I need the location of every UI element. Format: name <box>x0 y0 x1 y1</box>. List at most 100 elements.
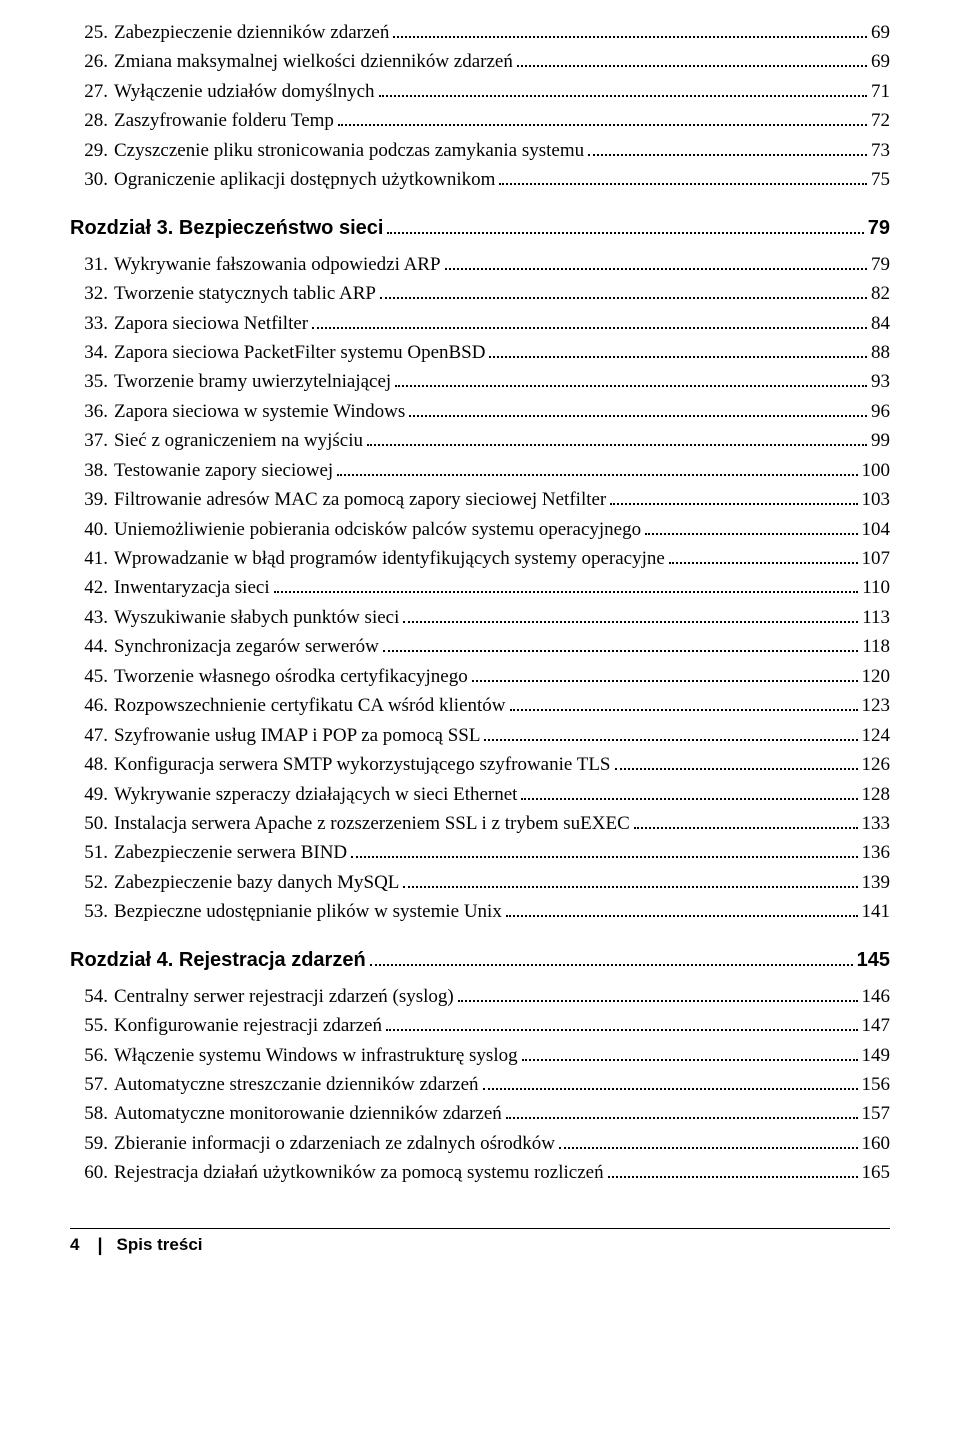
toc-entry: 41. Wprowadzanie w błąd programów identy… <box>70 544 890 573</box>
toc-entry: 45. Tworzenie własnego ośrodka certyfika… <box>70 662 890 691</box>
toc-leaders <box>409 398 867 417</box>
toc-entry: 29. Czyszczenie pliku stronicowania podc… <box>70 136 890 165</box>
toc-leaders <box>506 1100 858 1119</box>
toc-leaders <box>312 309 867 328</box>
toc-entry-title: Zapora sieciowa w systemie Windows <box>114 397 405 426</box>
toc-entry-page: 69 <box>871 18 890 47</box>
toc-leaders <box>338 107 867 126</box>
toc-entry-title: Czyszczenie pliku stronicowania podczas … <box>114 136 584 165</box>
toc-entry: 49. Wykrywanie szperaczy działających w … <box>70 780 890 809</box>
toc-entry-page: 113 <box>862 603 890 632</box>
toc-entry-page: 156 <box>862 1070 891 1099</box>
toc-leaders <box>588 137 867 156</box>
toc-entry-title: Bezpieczne udostępnianie plików w system… <box>114 897 502 926</box>
toc-leaders <box>379 78 867 97</box>
toc-entry-page: 165 <box>862 1158 891 1187</box>
toc-entry-number: 49. <box>70 780 108 809</box>
toc-entry: 27. Wyłączenie udziałów domyślnych71 <box>70 77 890 106</box>
toc-leaders <box>608 1159 858 1178</box>
toc-entry-number: 41. <box>70 544 108 573</box>
toc-entry-title: Zaszyfrowanie folderu Temp <box>114 106 334 135</box>
toc-entry-number: 42. <box>70 573 108 602</box>
toc-entry-number: 32. <box>70 279 108 308</box>
toc-entry-number: 29. <box>70 136 108 165</box>
toc-entry-title: Rejestracja działań użytkowników za pomo… <box>114 1158 604 1187</box>
toc-leaders <box>395 368 867 387</box>
toc-leaders <box>669 545 858 564</box>
toc-leaders <box>610 486 857 505</box>
toc-entry: 55. Konfigurowanie rejestracji zdarzeń14… <box>70 1011 890 1040</box>
toc-entry-page: 118 <box>862 632 890 661</box>
toc-entry-number: 46. <box>70 691 108 720</box>
toc-entry-page: 126 <box>862 750 891 779</box>
table-of-contents: 25. Zabezpieczenie dzienników zdarzeń692… <box>70 18 890 1188</box>
toc-entry-number: 27. <box>70 77 108 106</box>
toc-leaders <box>517 48 867 67</box>
toc-entry: 25. Zabezpieczenie dzienników zdarzeń69 <box>70 18 890 47</box>
toc-entry-title: Tworzenie statycznych tablic ARP <box>114 279 376 308</box>
toc-entry: 26. Zmiana maksymalnej wielkości dzienni… <box>70 47 890 76</box>
toc-entry-page: 120 <box>862 662 891 691</box>
toc-entry: 43. Wyszukiwanie słabych punktów sieci11… <box>70 603 890 632</box>
toc-entry-page: 139 <box>862 868 891 897</box>
toc-entry-title: Wyszukiwanie słabych punktów sieci <box>114 603 399 632</box>
toc-leaders <box>645 515 857 534</box>
toc-entry-number: 28. <box>70 106 108 135</box>
toc-entry: 57. Automatyczne streszczanie dzienników… <box>70 1070 890 1099</box>
toc-entry-title: Filtrowanie adresów MAC za pomocą zapory… <box>114 485 606 514</box>
toc-entry-title: Zbieranie informacji o zdarzeniach ze zd… <box>114 1129 555 1158</box>
toc-entry: 38. Testowanie zapory sieciowej100 <box>70 456 890 485</box>
toc-chapter-heading: Rozdział 3. Bezpieczeństwo sieci79 <box>70 213 890 244</box>
toc-leaders <box>380 280 867 299</box>
toc-entry-page: 107 <box>862 544 891 573</box>
toc-leaders <box>370 946 853 966</box>
toc-entry: 48. Konfiguracja serwera SMTP wykorzystu… <box>70 750 890 779</box>
toc-leaders <box>383 633 858 652</box>
toc-entry-title: Tworzenie własnego ośrodka certyfikacyjn… <box>114 662 468 691</box>
toc-leaders <box>337 457 857 476</box>
toc-entry-number: 45. <box>70 662 108 691</box>
toc-entry: 58. Automatyczne monitorowanie dziennikó… <box>70 1099 890 1128</box>
toc-entry-number: 53. <box>70 897 108 926</box>
toc-entry-number: 48. <box>70 750 108 779</box>
toc-entry-number: 26. <box>70 47 108 76</box>
toc-chapter-title: Rozdział 3. Bezpieczeństwo sieci <box>70 213 383 244</box>
toc-entry-title: Testowanie zapory sieciowej <box>114 456 333 485</box>
toc-entry-page: 72 <box>871 106 890 135</box>
toc-leaders <box>522 1041 858 1060</box>
toc-entry-page: 141 <box>862 897 891 926</box>
toc-entry: 59. Zbieranie informacji o zdarzeniach z… <box>70 1129 890 1158</box>
toc-leaders <box>489 339 867 358</box>
toc-entry-page: 79 <box>871 250 890 279</box>
toc-entry-title: Instalacja serwera Apache z rozszerzenie… <box>114 809 630 838</box>
toc-entry-number: 58. <box>70 1099 108 1128</box>
toc-leaders <box>634 810 858 829</box>
toc-entry-page: 136 <box>862 838 891 867</box>
toc-entry-title: Tworzenie bramy uwierzytelniającej <box>114 367 391 396</box>
toc-leaders <box>510 692 858 711</box>
toc-entry-page: 73 <box>871 136 890 165</box>
toc-entry-number: 38. <box>70 456 108 485</box>
toc-entry-number: 52. <box>70 868 108 897</box>
toc-entry-page: 71 <box>871 77 890 106</box>
toc-entry-title: Wykrywanie fałszowania odpowiedzi ARP <box>114 250 441 279</box>
toc-entry-page: 149 <box>862 1041 891 1070</box>
toc-chapter-heading: Rozdział 4. Rejestracja zdarzeń145 <box>70 945 890 976</box>
toc-entry-title: Szyfrowanie usług IMAP i POP za pomocą S… <box>114 721 480 750</box>
toc-entry-title: Uniemożliwienie pobierania odcisków palc… <box>114 515 641 544</box>
toc-entry: 31. Wykrywanie fałszowania odpowiedzi AR… <box>70 250 890 279</box>
toc-leaders <box>403 604 858 623</box>
toc-entry-title: Zapora sieciowa Netfilter <box>114 309 308 338</box>
toc-entry-title: Ograniczenie aplikacji dostępnych użytko… <box>114 165 495 194</box>
toc-entry: 51. Zabezpieczenie serwera BIND136 <box>70 838 890 867</box>
toc-entry-number: 60. <box>70 1158 108 1187</box>
toc-entry-page: 128 <box>862 780 891 809</box>
toc-entry-number: 40. <box>70 515 108 544</box>
toc-entry: 39. Filtrowanie adresów MAC za pomocą za… <box>70 485 890 514</box>
toc-entry-number: 30. <box>70 165 108 194</box>
toc-leaders <box>445 251 867 270</box>
toc-entry-page: 160 <box>862 1129 891 1158</box>
toc-entry-title: Wprowadzanie w błąd programów identyfiku… <box>114 544 665 573</box>
toc-entry-number: 56. <box>70 1041 108 1070</box>
toc-entry-page: 75 <box>871 165 890 194</box>
